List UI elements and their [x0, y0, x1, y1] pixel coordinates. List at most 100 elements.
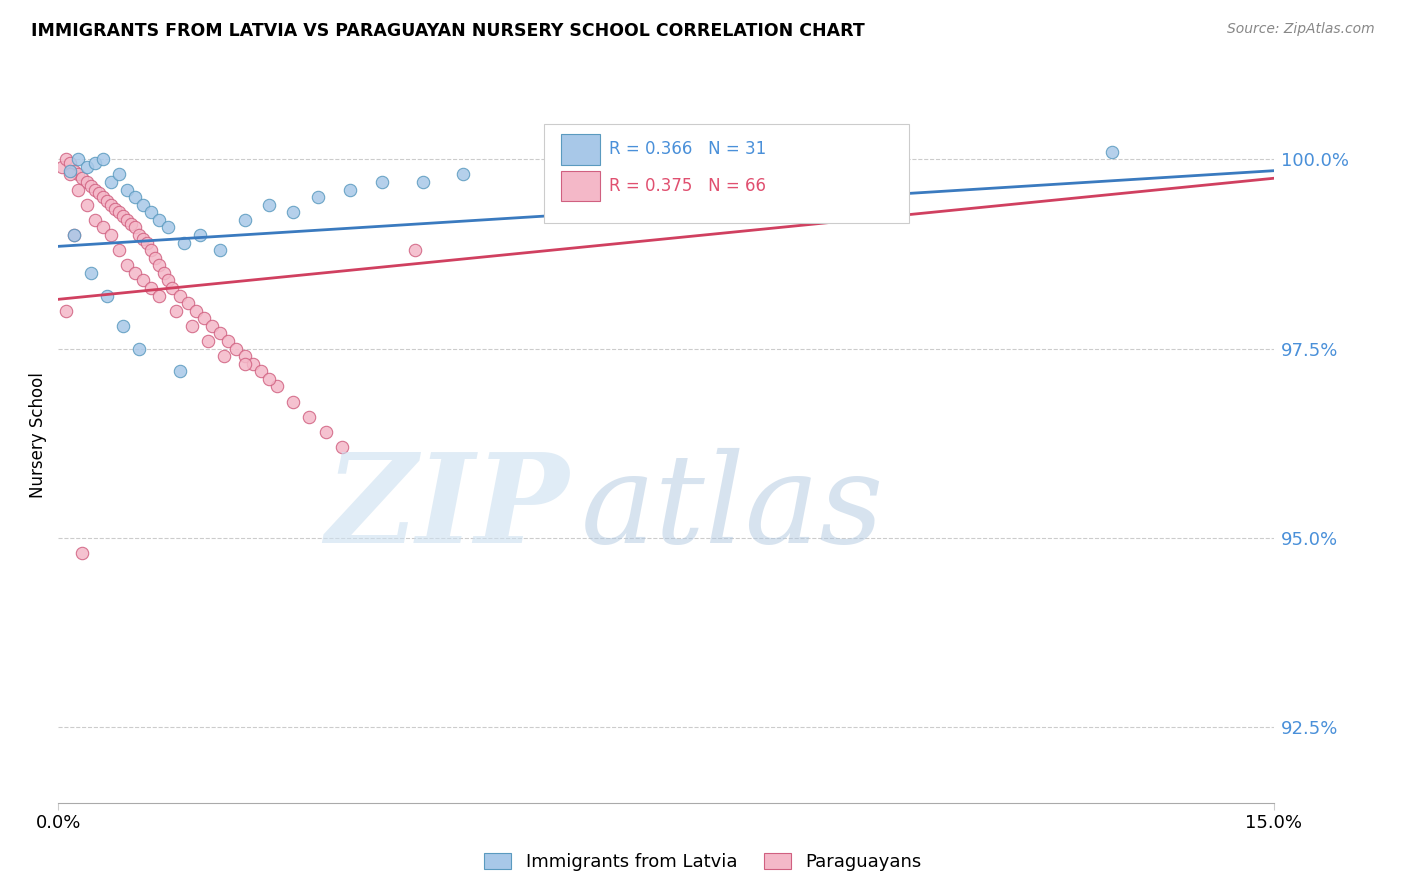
- Point: [124, 220, 146, 235]
- Point: [156, 220, 179, 235]
- Point: [100, 175, 122, 189]
- Point: [453, 168, 475, 182]
- Point: [83, 212, 105, 227]
- Point: [128, 342, 150, 356]
- Point: [115, 212, 138, 227]
- Point: [111, 318, 134, 333]
- Point: [152, 266, 174, 280]
- Point: [76, 175, 98, 189]
- Point: [148, 212, 170, 227]
- Point: [67, 183, 90, 197]
- Point: [209, 243, 232, 257]
- FancyBboxPatch shape: [561, 134, 600, 165]
- Point: [51, 160, 73, 174]
- Point: [233, 212, 256, 227]
- Point: [242, 357, 264, 371]
- Point: [120, 217, 142, 231]
- Point: [217, 334, 239, 348]
- Point: [91, 153, 114, 167]
- Point: [141, 281, 163, 295]
- Point: [67, 168, 90, 182]
- Point: [141, 243, 163, 257]
- Point: [141, 205, 163, 219]
- Point: [197, 334, 219, 348]
- Point: [76, 198, 98, 212]
- Point: [55, 303, 77, 318]
- Point: [145, 251, 167, 265]
- FancyBboxPatch shape: [561, 170, 600, 202]
- Point: [91, 190, 114, 204]
- Text: Source: ZipAtlas.com: Source: ZipAtlas.com: [1227, 22, 1375, 37]
- Point: [104, 202, 127, 216]
- Point: [132, 198, 155, 212]
- Point: [257, 372, 280, 386]
- Point: [339, 183, 361, 197]
- Point: [55, 153, 77, 167]
- Point: [315, 425, 337, 439]
- Point: [87, 186, 110, 201]
- Point: [124, 266, 146, 280]
- Point: [91, 220, 114, 235]
- Point: [257, 198, 280, 212]
- Point: [115, 258, 138, 272]
- Text: R = 0.366   N = 31: R = 0.366 N = 31: [609, 140, 766, 158]
- Point: [59, 156, 82, 170]
- Point: [209, 326, 232, 341]
- Point: [124, 190, 146, 204]
- Point: [72, 171, 94, 186]
- Point: [79, 178, 101, 193]
- Point: [160, 281, 183, 295]
- Point: [79, 266, 101, 280]
- Point: [233, 349, 256, 363]
- Point: [266, 379, 288, 393]
- Point: [132, 273, 155, 287]
- Point: [108, 243, 131, 257]
- Point: [249, 364, 271, 378]
- Point: [177, 296, 200, 310]
- Point: [283, 394, 305, 409]
- Point: [59, 168, 82, 182]
- Point: [128, 227, 150, 242]
- Point: [225, 342, 247, 356]
- Point: [184, 303, 207, 318]
- Point: [165, 303, 187, 318]
- Point: [100, 198, 122, 212]
- Point: [63, 227, 86, 242]
- FancyBboxPatch shape: [544, 124, 910, 223]
- Point: [148, 258, 170, 272]
- Point: [96, 194, 118, 208]
- Point: [96, 288, 118, 302]
- Point: [108, 168, 131, 182]
- Point: [169, 364, 191, 378]
- Point: [63, 227, 86, 242]
- Point: [67, 153, 90, 167]
- Point: [371, 175, 394, 189]
- Y-axis label: Nursery School: Nursery School: [30, 373, 46, 499]
- Point: [188, 227, 211, 242]
- Point: [193, 311, 215, 326]
- Point: [404, 243, 426, 257]
- Point: [201, 318, 224, 333]
- Point: [111, 209, 134, 223]
- Point: [298, 409, 321, 424]
- Point: [173, 235, 195, 250]
- Text: ZIP: ZIP: [325, 448, 569, 570]
- Point: [72, 546, 94, 560]
- Point: [169, 288, 191, 302]
- Point: [180, 318, 202, 333]
- Point: [83, 156, 105, 170]
- Text: R = 0.375   N = 66: R = 0.375 N = 66: [609, 177, 766, 195]
- Point: [156, 273, 179, 287]
- Point: [1101, 145, 1123, 159]
- Point: [412, 175, 434, 189]
- Text: atlas: atlas: [581, 448, 884, 570]
- Point: [233, 357, 256, 371]
- Point: [63, 163, 86, 178]
- Point: [307, 190, 329, 204]
- Point: [76, 160, 98, 174]
- Point: [214, 349, 236, 363]
- Point: [59, 163, 82, 178]
- Point: [148, 288, 170, 302]
- Point: [283, 205, 305, 219]
- Point: [83, 183, 105, 197]
